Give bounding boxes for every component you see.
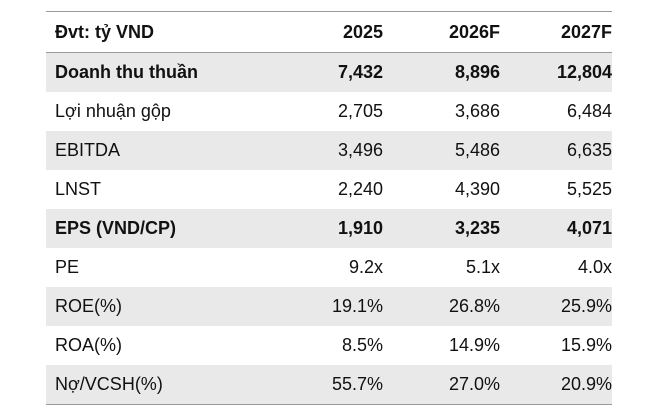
cell-2025: 19.1% xyxy=(272,287,383,326)
financial-summary-table: Đvt: tỷ VND 2025 2026F 2027F Doanh thu t… xyxy=(46,11,612,405)
row-label: Nợ/VCSH(%) xyxy=(46,365,272,405)
cell-2025: 2,705 xyxy=(337,101,383,121)
row-label: PE xyxy=(55,257,80,277)
cell-2026f: 5.1x xyxy=(465,257,500,277)
cell-2026f: 26.8% xyxy=(383,287,500,326)
cell-2025: 1,910 xyxy=(272,209,383,248)
cell-2025: 8.5% xyxy=(341,335,383,355)
table-row-net-revenue: Doanh thu thuần 7,432 8,896 12,804 xyxy=(46,52,612,92)
row-label: ROE(%) xyxy=(46,287,272,326)
cell-2027f: 5,525 xyxy=(566,179,612,199)
cell-2027f: 6,484 xyxy=(566,101,612,121)
cell-2027f: 6,635 xyxy=(500,131,612,170)
table-row-pe: PE 9.2x 5.1x 4.0x xyxy=(46,248,612,287)
cell-2027f: 12,804 xyxy=(500,52,612,92)
table-row-roe: ROE(%) 19.1% 26.8% 25.9% xyxy=(46,287,612,326)
table-header: Đvt: tỷ VND 2025 2026F 2027F xyxy=(46,11,612,53)
header-year-2025: 2025 xyxy=(272,11,383,53)
cell-2027f: 25.9% xyxy=(500,287,612,326)
table-body: Doanh thu thuần 7,432 8,896 12,804 Lợi n… xyxy=(46,52,612,405)
cell-2026f: 4,390 xyxy=(454,179,500,199)
cell-2027f: 4,071 xyxy=(500,209,612,248)
cell-2026f: 3,235 xyxy=(383,209,500,248)
row-label: LNST xyxy=(55,179,102,199)
cell-2027f: 20.9% xyxy=(500,365,612,405)
cell-2026f: 27.0% xyxy=(383,365,500,405)
cell-2027f: 4.0x xyxy=(577,257,612,277)
cell-2026f: 5,486 xyxy=(383,131,500,170)
table-row-eps: EPS (VND/CP) 1,910 3,235 4,071 xyxy=(46,209,612,248)
table-row-debt-to-equity: Nợ/VCSH(%) 55.7% 27.0% 20.9% xyxy=(46,365,612,405)
row-label: EPS (VND/CP) xyxy=(46,209,272,248)
table-row-ebitda: EBITDA 3,496 5,486 6,635 xyxy=(46,131,612,170)
table-row-roa: ROA(%) 8.5% 14.9% 15.9% xyxy=(46,326,612,365)
row-label: EBITDA xyxy=(46,131,272,170)
cell-2025: 7,432 xyxy=(272,52,383,92)
cell-2026f: 3,686 xyxy=(454,101,500,121)
cell-2025: 2,240 xyxy=(337,179,383,199)
table-row-gross-profit: Lợi nhuận gộp 2,705 3,686 6,484 xyxy=(46,92,612,131)
cell-2027f: 15.9% xyxy=(560,335,612,355)
cell-2026f: 8,896 xyxy=(383,52,500,92)
header-unit-label: Đvt: tỷ VND xyxy=(46,11,272,53)
cell-2025: 9.2x xyxy=(348,257,383,277)
cell-2026f: 14.9% xyxy=(448,335,500,355)
row-label: Lợi nhuận gộp xyxy=(55,101,171,121)
cell-2025: 55.7% xyxy=(272,365,383,405)
row-label: ROA(%) xyxy=(55,335,122,355)
header-year-2027f: 2027F xyxy=(500,11,612,53)
table-row-lnst: LNST 2,240 4,390 5,525 xyxy=(46,170,612,209)
header-year-2026f: 2026F xyxy=(383,11,500,53)
cell-2025: 3,496 xyxy=(272,131,383,170)
row-label: Doanh thu thuần xyxy=(46,52,272,92)
header-row: Đvt: tỷ VND 2025 2026F 2027F xyxy=(46,11,612,53)
